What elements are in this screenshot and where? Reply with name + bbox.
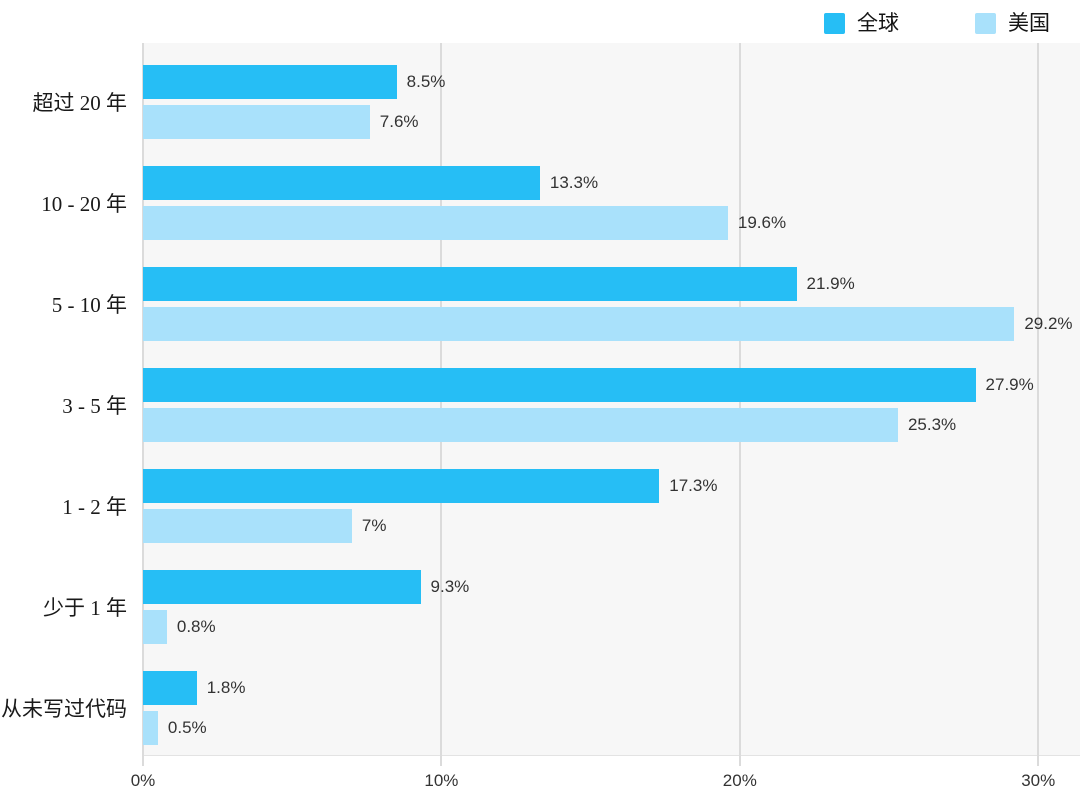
bar-row: 13.3% [143,166,1080,200]
legend-label: 全球 [857,11,899,35]
bar-group-6: 1.8% 0.5% [143,671,1080,745]
bar-美国-2 [143,307,1015,341]
bar-groups: 8.5% 7.6% 13.3% 19.6% 21.9% 29.2% 27.9% 25.3% 17… [143,65,1080,772]
bar-value-label: 7.6% [379,112,419,131]
category-label-5: 少于 1 年 [43,596,127,620]
bar-row: 19.6% [143,206,1080,240]
x-tick-label-10: 10% [424,771,459,790]
bar-row: 1.8% [143,671,1080,705]
bar-group-2: 21.9% 29.2% [143,267,1080,341]
bar-row: 0.5% [143,711,1080,745]
category-label-1: 10 - 20 年 [41,192,127,216]
bar-row: 0.8% [143,610,1080,644]
bar-value-label: 13.3% [549,173,599,192]
bar-group-4: 17.3% 7% [143,469,1080,543]
legend-item-全球: 全球 [824,13,899,34]
bar-美国-1 [143,206,728,240]
bar-row: 9.3% [143,570,1080,604]
bar-value-label: 27.9% [985,375,1034,394]
gridline-0 [142,43,144,766]
bar-全球-2 [143,267,797,301]
bar-value-label: 25.3% [907,415,957,434]
x-tick-label-20: 20% [722,771,757,790]
plot-area: 8.5% 7.6% 13.3% 19.6% 21.9% 29.2% 27.9% 25.3% 17… [142,43,1080,766]
bar-value-label: 17.3% [669,476,718,495]
bar-value-label: 1.8% [206,678,246,697]
bar-group-3: 27.9% 25.3% [143,368,1080,442]
category-label-4: 1 - 2 年 [62,495,127,519]
bar-全球-5 [143,570,421,604]
legend-label: 美国 [1008,11,1050,35]
x-tick-label-0: 0% [130,771,156,790]
bar-美国-6 [143,711,158,745]
bar-row: 27.9% [143,368,1080,402]
bar-value-label: 29.2% [1024,314,1073,333]
category-label-2: 5 - 10 年 [51,293,127,317]
chart-legend: 全球 美国 [824,13,1050,34]
bar-美国-4 [143,509,352,543]
legend-swatch-icon [824,13,845,34]
bar-group-1: 13.3% 19.6% [143,166,1080,240]
bar-row: 7.6% [143,105,1080,139]
bar-row: 17.3% [143,469,1080,503]
x-tick-label-30: 30% [1021,771,1056,790]
category-label-6: 从未写过代码 [1,697,127,721]
category-label-0: 超过 20 年 [32,91,128,115]
bar-row: 7% [143,509,1080,543]
bar-全球-4 [143,469,660,503]
category-label-3: 3 - 5 年 [62,394,127,418]
bar-美国-5 [143,610,167,644]
category-axis: 超过 20 年 10 - 20 年 5 - 10 年 3 - 5 年 1 - 2 年少于… [0,43,135,755]
bar-group-5: 9.3% 0.8% [143,570,1080,644]
bar-row: 8.5% [143,65,1080,99]
bar-row: 29.2% [143,307,1080,341]
bar-美国-3 [143,408,898,442]
bar-row: 21.9% [143,267,1080,301]
bar-value-label: 0.5% [167,718,207,737]
bar-value-label: 0.8% [176,617,216,636]
bar-row: 25.3% [143,408,1080,442]
bar-全球-3 [143,368,976,402]
bar-group-0: 8.5% 7.6% [143,65,1080,139]
bar-美国-0 [143,105,370,139]
bar-value-label: 21.9% [806,274,855,293]
gridline-30 [1037,43,1040,766]
value-axis: 0% 10% 20% 30% [131,771,1080,795]
bar-全球-1 [143,166,540,200]
legend-item-美国: 美国 [975,13,1050,34]
legend-swatch-icon [975,13,996,34]
bar-value-label: 7% [361,516,387,535]
bar-value-label: 9.3% [430,577,470,596]
bar-value-label: 8.5% [406,72,446,91]
bar-value-label: 19.6% [737,213,787,232]
bar-全球-6 [143,671,197,705]
gridline-20 [738,43,741,766]
gridline-10 [440,43,443,766]
bar-全球-0 [143,65,397,99]
